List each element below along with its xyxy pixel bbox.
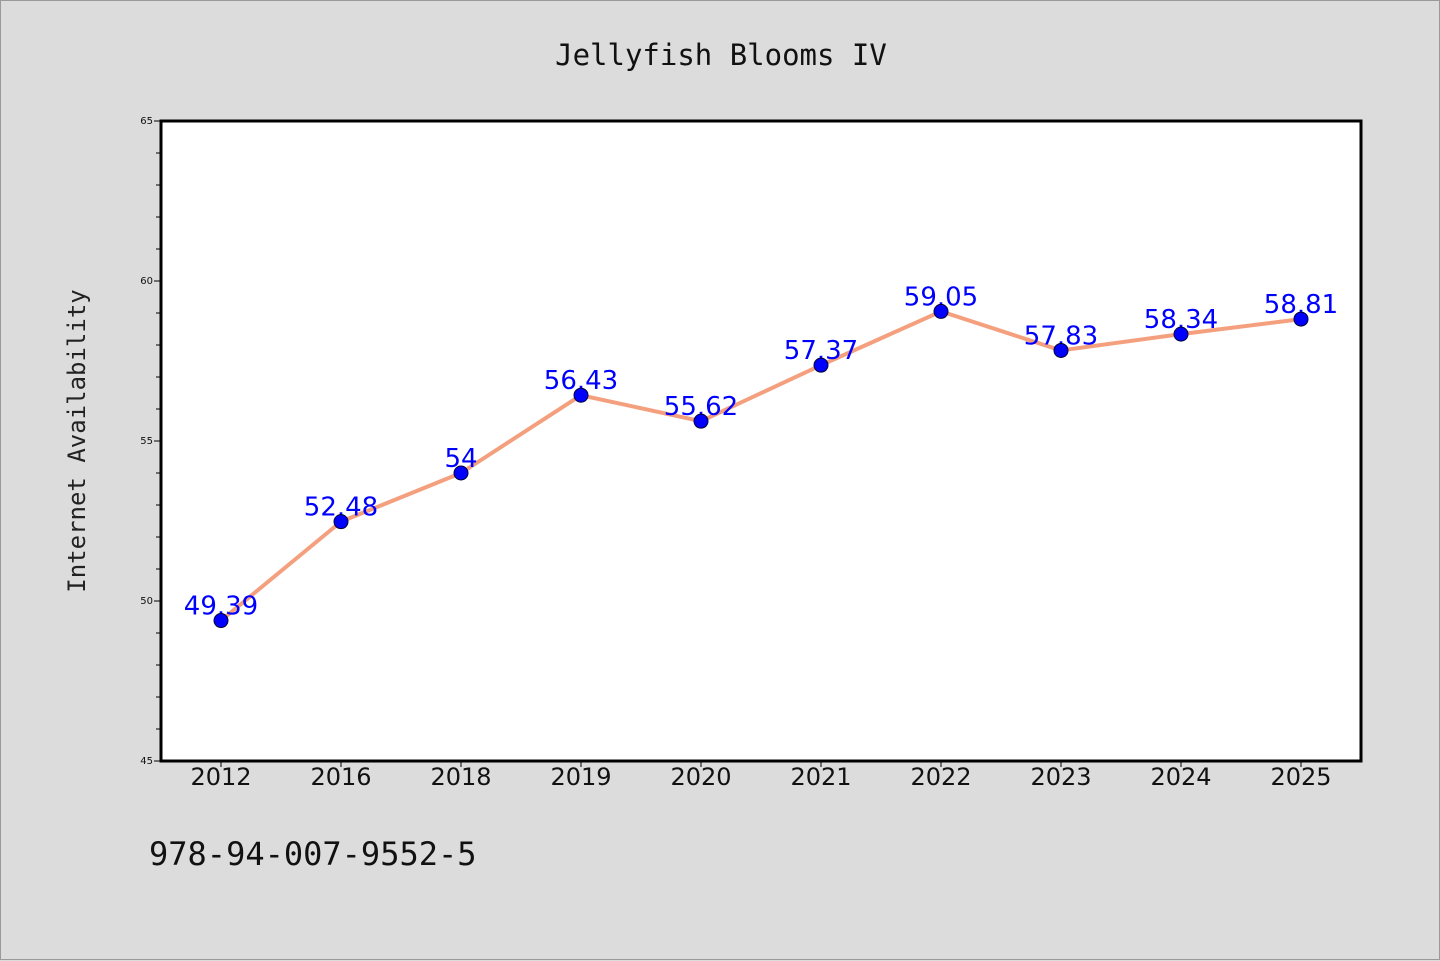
footer-isbn-text: 978-94-007-9552-5 (149, 835, 477, 873)
data-point-marker (933, 303, 949, 319)
data-point-marker (453, 465, 469, 481)
y-tick-label: 50 (140, 596, 153, 607)
y-axis: 45 50 55 60 65 (140, 116, 161, 767)
y-tick-label: 65 (140, 116, 153, 127)
data-point-marker (1173, 326, 1189, 342)
chart-title: Jellyfish Blooms IV (555, 38, 887, 72)
data-point-marker (213, 613, 229, 629)
data-point-marker (573, 387, 589, 403)
series-line-group: 49.3952.485456.4355.6257.3759.0557.8358.… (184, 282, 1338, 629)
plot-area (159, 119, 1363, 763)
x-tick-label: 2022 (910, 763, 971, 791)
y-tick-label: 55 (140, 436, 153, 447)
data-point-marker (693, 413, 709, 429)
y-tick-label: 45 (140, 756, 153, 767)
data-point-marker (813, 357, 829, 373)
x-tick-label: 2024 (1150, 763, 1211, 791)
x-tick-label: 2018 (430, 763, 491, 791)
x-tick-label: 2020 (670, 763, 731, 791)
x-tick-label: 2012 (190, 763, 251, 791)
y-axis-label: Internet Availability (63, 289, 91, 592)
x-tick-label: 2016 (310, 763, 371, 791)
x-axis: 2012 2016 2018 2019 2020 2021 2022 2023 2024 2025 (190, 761, 1332, 791)
x-tick-label: 2021 (790, 763, 851, 791)
y-tick-label: 60 (140, 276, 153, 287)
series-line (219, 309, 1303, 623)
x-tick-label: 2023 (1030, 763, 1091, 791)
x-tick-label: 2019 (550, 763, 611, 791)
data-point-marker (1053, 342, 1069, 358)
x-tick-label: 2025 (1270, 763, 1331, 791)
data-point-marker (333, 514, 349, 530)
data-point-marker (1293, 311, 1309, 327)
